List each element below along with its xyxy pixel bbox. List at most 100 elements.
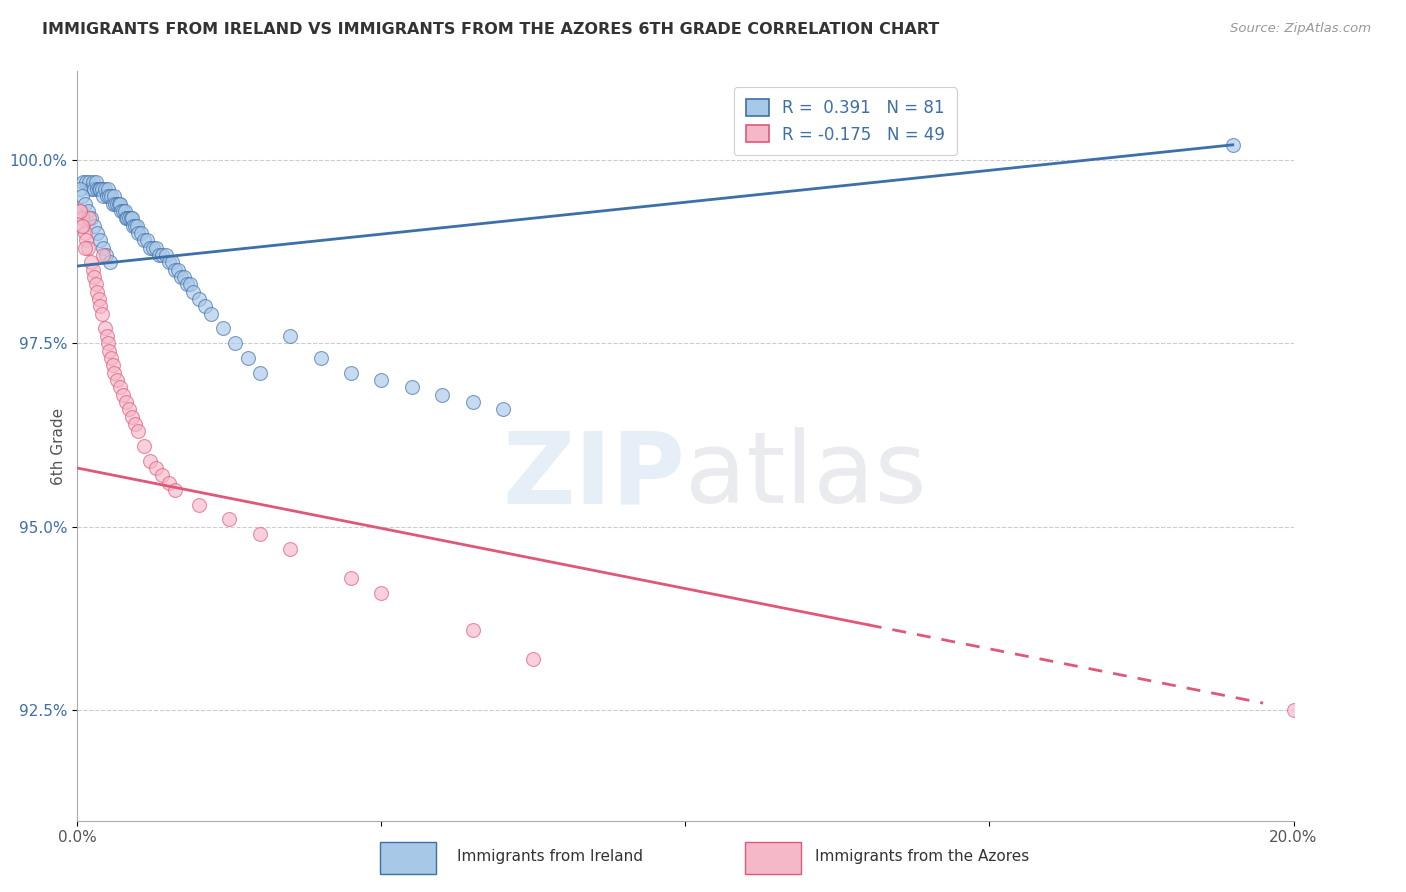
- Point: [89, 182, 111, 196]
- Point: [134, 233, 156, 247]
- Point: [73, 226, 96, 240]
- Point: [249, 366, 271, 380]
- Point: [200, 307, 222, 321]
- Point: [111, 203, 134, 218]
- Point: [125, 219, 148, 233]
- Point: [101, 196, 124, 211]
- Point: [89, 233, 111, 247]
- Text: Immigrants from Ireland: Immigrants from Ireland: [457, 849, 643, 863]
- Point: [127, 425, 149, 439]
- Point: [100, 189, 122, 203]
- Point: [176, 277, 198, 292]
- Point: [105, 373, 128, 387]
- Text: Immigrants from the Azores: Immigrants from the Azores: [815, 849, 1029, 863]
- Point: [70, 211, 93, 226]
- Point: [69, 182, 91, 196]
- Point: [127, 226, 149, 240]
- Point: [166, 262, 188, 277]
- Point: [120, 211, 142, 226]
- Point: [77, 203, 100, 218]
- Point: [90, 307, 112, 321]
- Point: [136, 233, 159, 247]
- Point: [105, 196, 128, 211]
- Point: [212, 321, 235, 335]
- Point: [1222, 137, 1244, 152]
- Point: [107, 196, 129, 211]
- Point: [108, 196, 131, 211]
- Point: [97, 343, 120, 358]
- Point: [83, 219, 105, 233]
- Point: [83, 182, 105, 196]
- Point: [179, 277, 201, 292]
- Point: [160, 255, 183, 269]
- Point: [69, 203, 91, 218]
- Point: [103, 189, 125, 203]
- Point: [93, 182, 115, 196]
- Point: [461, 623, 484, 637]
- Point: [152, 248, 174, 262]
- Point: [93, 241, 115, 255]
- Point: [152, 468, 174, 483]
- Point: [114, 203, 136, 218]
- Point: [84, 175, 107, 189]
- Point: [129, 226, 152, 240]
- Point: [492, 402, 515, 417]
- Point: [122, 219, 145, 233]
- Point: [83, 270, 105, 285]
- Point: [84, 277, 107, 292]
- Text: IMMIGRANTS FROM IRELAND VS IMMIGRANTS FROM THE AZORES 6TH GRADE CORRELATION CHAR: IMMIGRANTS FROM IRELAND VS IMMIGRANTS FR…: [42, 22, 939, 37]
- Point: [121, 211, 143, 226]
- Point: [86, 226, 108, 240]
- Point: [370, 586, 392, 600]
- Point: [188, 498, 211, 512]
- Point: [309, 351, 332, 365]
- Point: [142, 241, 165, 255]
- Point: [86, 285, 108, 299]
- Point: [73, 241, 96, 255]
- Point: [91, 248, 114, 262]
- Legend: R =  0.391   N = 81, R = -0.175   N = 49: R = 0.391 N = 81, R = -0.175 N = 49: [734, 87, 957, 155]
- Point: [100, 351, 122, 365]
- Point: [73, 196, 96, 211]
- Point: [69, 203, 91, 218]
- Text: atlas: atlas: [686, 427, 927, 524]
- Text: Source: ZipAtlas.com: Source: ZipAtlas.com: [1230, 22, 1371, 36]
- Point: [430, 387, 453, 401]
- Point: [340, 571, 363, 585]
- Point: [522, 652, 544, 666]
- Point: [139, 241, 162, 255]
- Point: [87, 292, 110, 306]
- Point: [111, 387, 134, 401]
- Point: [124, 417, 146, 431]
- Point: [93, 321, 115, 335]
- Point: [97, 189, 120, 203]
- Point: [401, 380, 423, 394]
- Point: [104, 196, 127, 211]
- Point: [121, 409, 143, 424]
- Point: [86, 182, 108, 196]
- Point: [80, 182, 103, 196]
- Point: [101, 358, 124, 372]
- Point: [224, 336, 246, 351]
- Point: [82, 262, 104, 277]
- Point: [72, 219, 94, 233]
- Point: [157, 255, 180, 269]
- Point: [75, 233, 97, 247]
- Point: [134, 439, 156, 453]
- Point: [118, 402, 141, 417]
- Point: [70, 189, 93, 203]
- Point: [97, 182, 120, 196]
- Point: [87, 182, 110, 196]
- Point: [96, 189, 118, 203]
- Point: [340, 366, 363, 380]
- Point: [115, 211, 138, 226]
- Point: [80, 255, 103, 269]
- Point: [145, 241, 167, 255]
- Point: [139, 453, 162, 467]
- Point: [155, 248, 177, 262]
- Point: [82, 175, 104, 189]
- Point: [96, 328, 118, 343]
- Point: [108, 380, 131, 394]
- Y-axis label: 6th Grade: 6th Grade: [51, 408, 66, 484]
- Point: [90, 182, 112, 196]
